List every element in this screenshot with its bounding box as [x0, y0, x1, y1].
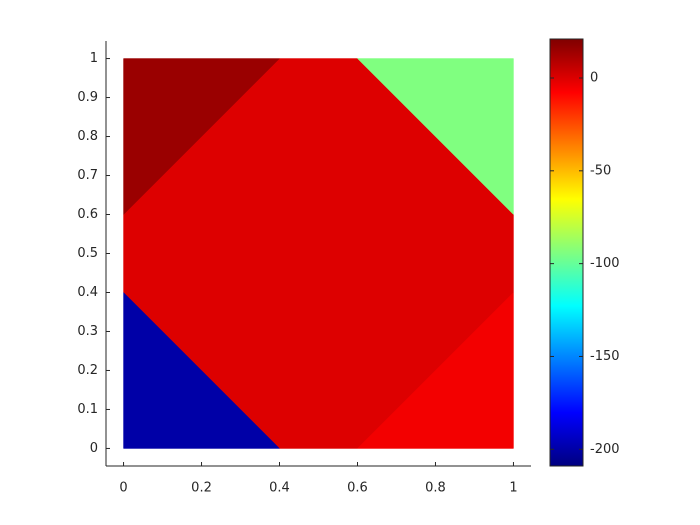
y-tick-label: 0.6: [77, 207, 98, 222]
x-tick-label: 0: [119, 481, 127, 496]
region: [123, 291, 281, 449]
region: [356, 291, 514, 449]
x-tick-label: 0.4: [269, 481, 290, 496]
colorbar-tick-label: -100: [590, 256, 620, 271]
x-tick-label: 0.8: [425, 481, 446, 496]
y-tick-label: 0.2: [77, 363, 98, 378]
y-tick-label: 1: [90, 51, 98, 66]
region: [123, 58, 281, 216]
y-tick-label: 0.5: [77, 246, 98, 261]
colorbar-tick-label: -150: [590, 349, 620, 364]
colorbar: [549, 38, 584, 467]
x-tick-label: 1: [509, 481, 517, 496]
x-tick-label: 0.2: [191, 481, 212, 496]
colorbar-tick-label: -50: [590, 163, 611, 178]
colorbar-tick-label: 0: [590, 70, 598, 85]
y-tick-label: 0.4: [77, 285, 98, 300]
x-tick-label: 0.6: [347, 481, 368, 496]
y-tick-label: 0: [90, 441, 98, 456]
y-tick-label: 0.9: [77, 90, 98, 105]
y-tick-label: 0.1: [77, 402, 98, 417]
colorbar-tick-label: -200: [590, 442, 620, 457]
y-tick-label: 0.3: [77, 324, 98, 339]
y-tick-label: 0.7: [77, 168, 98, 183]
region: [356, 58, 514, 216]
y-tick-label: 0.8: [77, 129, 98, 144]
